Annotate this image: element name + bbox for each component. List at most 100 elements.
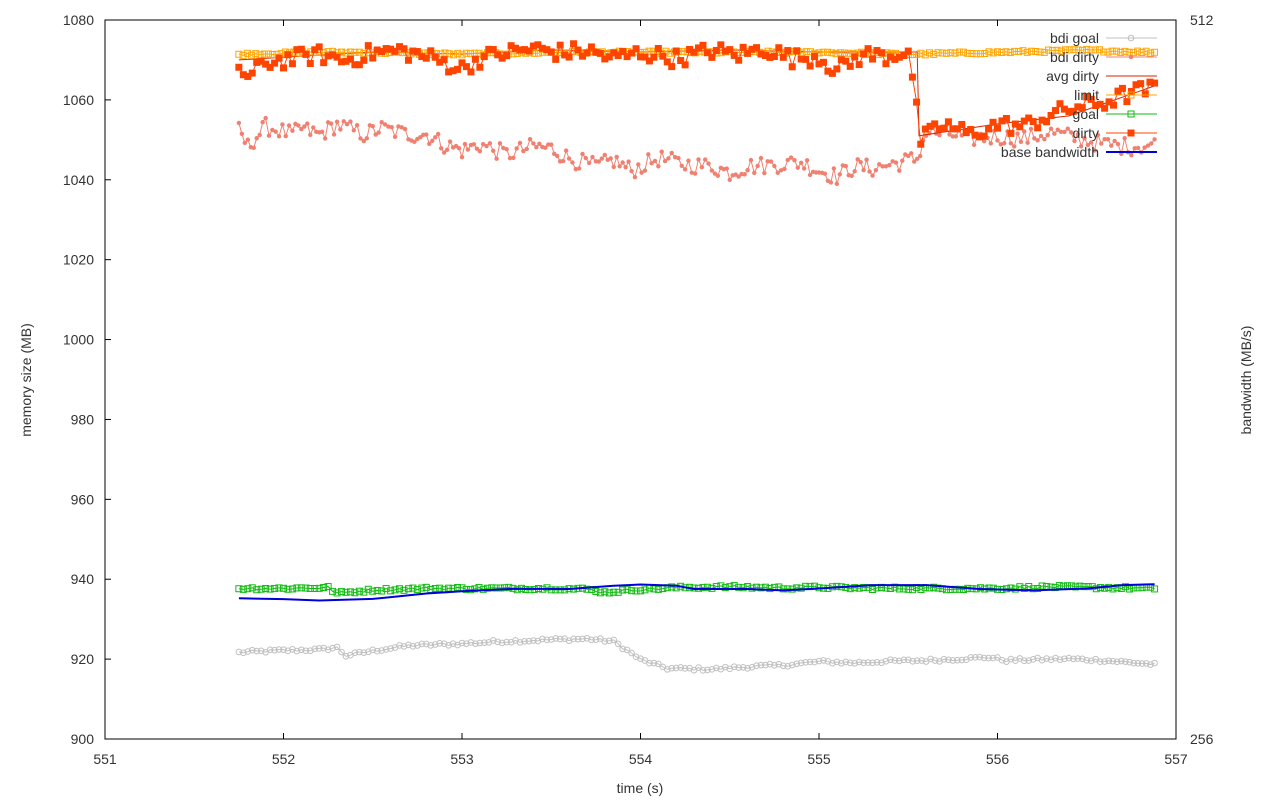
data-point <box>1129 49 1137 57</box>
data-point <box>1019 47 1027 55</box>
data-point <box>921 51 929 59</box>
data-point <box>1137 80 1145 88</box>
data-point <box>971 142 977 148</box>
data-point <box>960 586 967 594</box>
data-point <box>1069 107 1077 115</box>
data-point <box>699 41 707 49</box>
data-point <box>1105 136 1111 142</box>
data-point <box>386 124 391 129</box>
data-point <box>976 133 984 141</box>
data-point <box>1151 79 1159 87</box>
data-point <box>605 53 613 61</box>
data-point <box>819 58 827 66</box>
data-point <box>423 640 430 648</box>
data-point <box>360 49 368 57</box>
data-point <box>280 64 287 72</box>
data-point <box>833 658 841 666</box>
data-point <box>496 584 504 592</box>
data-point <box>904 656 912 664</box>
data-point <box>320 59 328 67</box>
data-point <box>242 140 248 146</box>
data-point <box>1020 657 1028 665</box>
data-point <box>1145 143 1151 148</box>
data-point <box>262 60 270 68</box>
data-point <box>418 135 423 140</box>
data-point <box>807 172 813 178</box>
data-point <box>632 653 640 661</box>
data-point <box>669 150 674 156</box>
data-point <box>236 120 242 126</box>
data-point <box>1028 126 1034 132</box>
data-point <box>1138 48 1146 56</box>
data-point <box>626 159 631 164</box>
data-point <box>492 584 500 592</box>
data-point <box>543 145 548 150</box>
data-point <box>971 131 979 139</box>
data-point <box>1043 655 1050 662</box>
data-point <box>655 660 662 668</box>
data-point <box>1115 141 1121 147</box>
data-point <box>284 51 292 59</box>
data-point <box>619 645 626 653</box>
data-point <box>570 635 577 643</box>
data-point <box>1042 136 1047 142</box>
data-point <box>239 131 245 136</box>
data-point <box>266 133 272 138</box>
data-point <box>904 585 912 593</box>
data-point <box>780 662 787 670</box>
data-point <box>1062 129 1067 135</box>
data-point <box>409 643 417 650</box>
data-point <box>1100 48 1108 56</box>
data-point <box>632 45 640 53</box>
data-point <box>525 47 533 55</box>
data-point <box>484 584 491 592</box>
data-point <box>235 585 243 593</box>
data-point <box>456 146 462 151</box>
data-point <box>351 649 359 656</box>
data-point <box>293 46 301 54</box>
data-point <box>610 636 618 644</box>
data-point <box>659 52 667 60</box>
data-point <box>953 134 959 139</box>
data-point <box>396 124 401 129</box>
data-point <box>1055 127 1060 132</box>
data-point <box>1121 47 1129 55</box>
data-point <box>659 149 664 154</box>
data-point <box>382 585 390 593</box>
data-point <box>1127 34 1135 42</box>
x-tick-label: 553 <box>450 751 474 767</box>
data-point <box>1040 48 1048 56</box>
data-point <box>561 51 569 59</box>
data-point <box>1015 48 1023 56</box>
data-point <box>311 46 319 54</box>
data-point <box>1034 124 1042 132</box>
data-point <box>704 666 711 674</box>
data-point <box>841 49 848 57</box>
data-point <box>280 646 287 653</box>
data-point <box>378 48 386 56</box>
data-point <box>516 639 524 646</box>
data-point <box>1011 47 1018 55</box>
data-point <box>967 126 975 134</box>
data-point <box>980 654 988 662</box>
data-point <box>1087 46 1095 54</box>
data-point <box>1109 143 1114 148</box>
data-point <box>696 157 701 162</box>
data-point <box>650 53 658 61</box>
data-point <box>917 153 923 159</box>
data-point <box>1012 144 1017 149</box>
data-point <box>302 124 307 129</box>
data-point <box>351 61 359 69</box>
data-point <box>498 639 506 647</box>
data-point <box>257 647 265 655</box>
y-axis-left: 900 920 940 960 980 1000 1020 1040 1060 1080 <box>63 12 111 747</box>
data-point <box>306 584 314 592</box>
data-point <box>1072 138 1077 144</box>
data-point <box>373 587 381 595</box>
data-point <box>877 49 885 57</box>
x-tick-label: 555 <box>807 751 831 767</box>
data-point <box>629 168 634 174</box>
data-point <box>440 56 448 64</box>
data-point <box>391 47 399 55</box>
